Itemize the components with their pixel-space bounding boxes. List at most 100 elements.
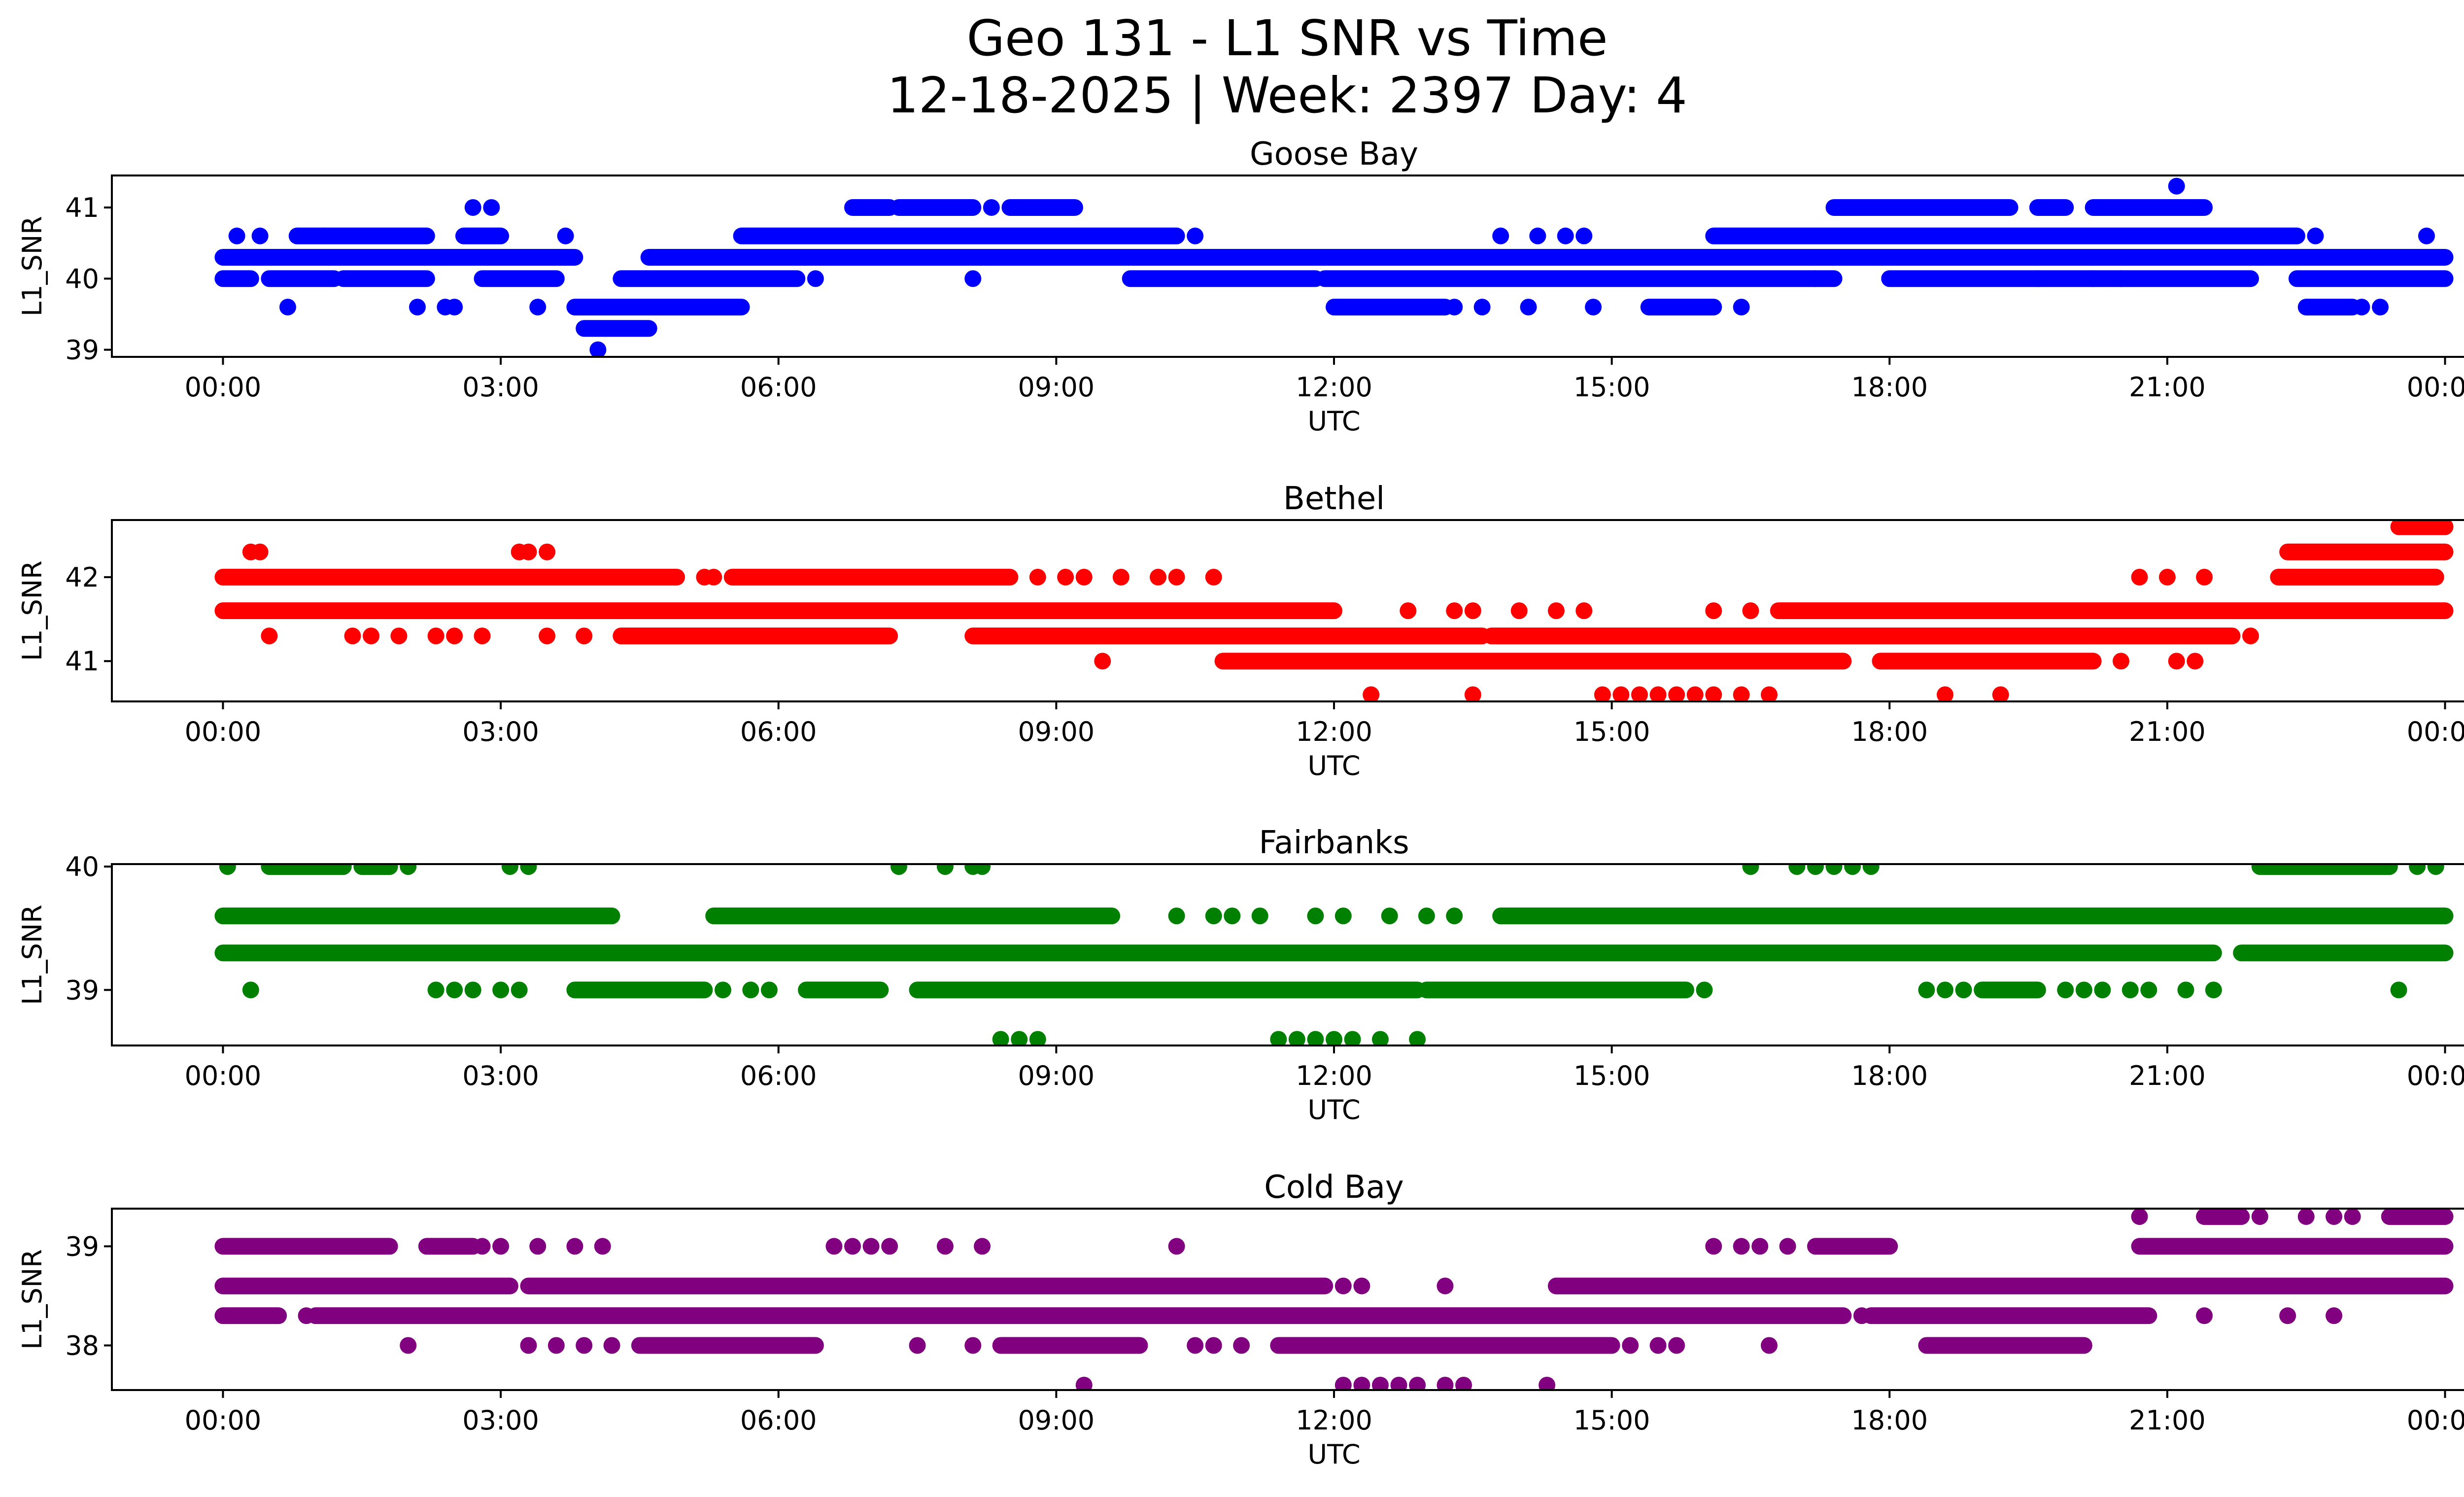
panel-title: Cold Bay [1264,1169,1404,1206]
data-point-run [214,1238,398,1255]
y-tick-label: 42 [65,562,99,593]
data-point-run [2233,944,2454,962]
data-point [1705,686,1722,701]
data-point [1353,1376,1370,1390]
data-point [1187,1337,1204,1354]
panel-title: Goose Bay [1250,136,1418,173]
data-point [2075,981,2092,999]
data-point-run [2251,864,2398,875]
data-point [1853,1307,1870,1324]
data-point [1733,686,1750,701]
data-point [1307,1031,1324,1045]
data-point-run [214,1307,287,1324]
data-point [1418,907,1435,925]
data-point [501,864,518,875]
data-point [1455,1376,1472,1390]
data-point [1205,907,1222,925]
data-point-run [2196,1209,2250,1225]
data-point [1075,568,1093,586]
series-marks [214,520,2454,701]
data-point-run [261,270,342,287]
data-point [1029,1031,1046,1045]
data-point [974,1238,991,1255]
y-axis-label: L1_SNR [17,1249,48,1350]
data-point [2094,981,2111,999]
data-point [1335,1277,1352,1294]
series-marks [214,864,2454,1045]
data-point [1807,864,1824,875]
data-point-run [1418,981,1694,999]
data-point [492,981,510,999]
data-point [1575,602,1593,619]
data-point [2326,1209,2343,1225]
data-point-run [723,568,1019,586]
data-point [483,199,500,216]
data-point [1326,1031,1342,1045]
data-point [251,543,269,560]
data-point-run [1918,1337,2092,1354]
data-point [2390,981,2407,999]
data-point [529,1238,547,1255]
data-point [1788,864,1806,875]
x-tick-label: 12:00 [1296,372,1372,403]
data-point [446,627,463,645]
data-point [1224,907,1241,925]
data-point [1631,686,1648,701]
data-point [1094,653,1111,670]
x-tick-label: 12:00 [1296,1060,1372,1091]
data-point [1612,686,1630,701]
data-point [862,1238,880,1255]
data-point [1779,1238,1796,1255]
data-point-run [1270,1337,1620,1354]
figure-title-line2: 12-18-2025 | Week: 2397 Day: 4 [887,67,1687,124]
data-point [1473,298,1491,315]
x-tick-label: 06:00 [740,716,817,747]
data-point [1168,568,1185,586]
panel-0: Goose Bay 00:00 03:00 06:00 09:00 12:00 15:00 1… [17,136,2464,437]
data-point-run [214,270,259,287]
data-point-run [214,1277,518,1294]
data-point [881,1238,898,1255]
data-point [474,1238,491,1255]
x-tick-label: 00:00 [185,716,262,747]
data-point [909,1337,926,1354]
data-point [474,627,491,645]
data-point [539,543,556,560]
data-point [446,981,463,999]
data-point [1844,864,1861,875]
data-point [2131,568,2148,586]
data-point [594,1238,611,1255]
data-point-run [2279,543,2454,560]
data-point [557,227,574,244]
data-point [1011,1031,1028,1045]
data-point [1390,1376,1407,1390]
data-point-run [1825,199,2019,216]
data-point-run [1547,1277,2454,1294]
data-point-run [1974,981,2046,999]
data-point [992,1031,1009,1045]
data-point [1187,227,1204,244]
y-tick-label: 41 [65,646,99,677]
y-axis-label: L1_SNR [17,560,48,661]
data-point [1075,1376,1093,1390]
data-point [1270,1031,1287,1045]
x-tick-label: 00:00 [185,372,262,403]
data-point [2418,227,2435,244]
data-point [2307,227,2324,244]
data-point [2399,602,2417,619]
data-point [2085,270,2102,287]
data-point [1150,568,1167,586]
data-point [1649,686,1667,701]
y-tick-label: 40 [65,851,99,882]
x-tick-label: 18:00 [1851,1060,1928,1091]
data-point [1464,602,1481,619]
x-tick-label: 06:00 [740,1060,817,1091]
data-point-run [576,320,657,337]
series-marks [214,1209,2454,1390]
data-point [1307,907,1324,925]
data-point-run [288,227,435,244]
x-tick-label: 09:00 [1018,716,1095,747]
x-tick-label: 18:00 [1851,1405,1928,1436]
data-point [576,627,593,645]
